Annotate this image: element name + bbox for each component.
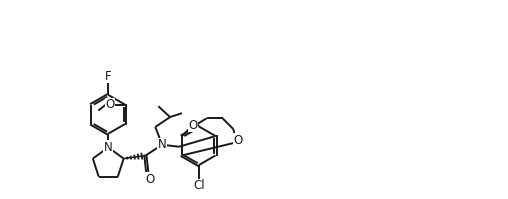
- Text: F: F: [105, 70, 112, 83]
- Text: O: O: [105, 98, 114, 111]
- Text: O: O: [145, 173, 154, 186]
- Text: N: N: [104, 141, 113, 154]
- Text: Cl: Cl: [193, 179, 205, 192]
- Text: O: O: [234, 134, 243, 146]
- Text: O: O: [188, 119, 198, 132]
- Text: N: N: [158, 138, 167, 151]
